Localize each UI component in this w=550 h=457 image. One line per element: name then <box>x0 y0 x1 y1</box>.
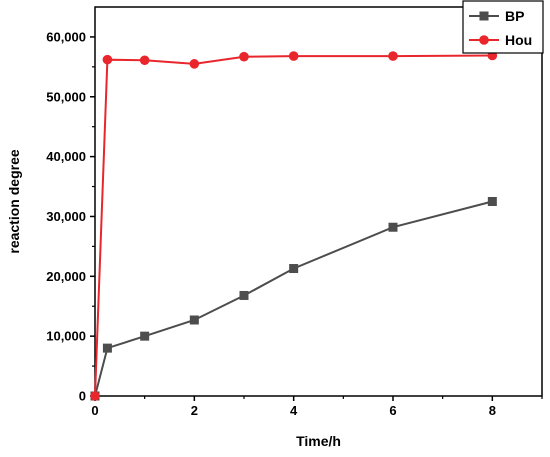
x-tick-label: 0 <box>91 403 98 418</box>
data-point <box>239 51 249 62</box>
data-point <box>189 59 200 69</box>
y-tick-label: 20,000 <box>46 269 86 284</box>
series-line <box>94 200 493 397</box>
series-hou <box>90 50 498 401</box>
x-axis-title: Time/h <box>296 433 341 449</box>
x-tick-label: 2 <box>191 403 198 418</box>
y-axis-ticks: 0 10,000 20,000 30,000 40,000 50,000 60,000 <box>46 29 95 404</box>
data-point <box>289 264 299 274</box>
y-tick-label: 30,000 <box>46 209 86 224</box>
data-point <box>487 197 497 206</box>
data-point <box>90 391 100 401</box>
data-point <box>388 222 398 232</box>
legend-marker <box>479 11 489 21</box>
legend-label: BP <box>505 8 524 24</box>
data-point <box>139 55 150 66</box>
y-tick-label: 40,000 <box>46 149 86 164</box>
series-line <box>94 54 493 397</box>
data-point <box>102 54 113 65</box>
y-tick-label: 50,000 <box>46 89 86 104</box>
data-point <box>239 290 249 300</box>
x-tick-label: 8 <box>489 403 496 418</box>
legend-marker <box>479 35 489 45</box>
legend: BP Hou <box>462 0 544 54</box>
y-tick-label: 60,000 <box>46 29 86 44</box>
data-point <box>140 331 150 341</box>
series-bp <box>90 197 497 401</box>
series-layer <box>90 50 498 401</box>
legend-item: Hou <box>469 32 532 48</box>
y-axis-title: reaction degree <box>6 149 22 253</box>
data-point <box>189 315 199 325</box>
plot-frame <box>94 6 543 397</box>
legend-item: BP <box>469 8 524 24</box>
legend-box <box>462 0 544 54</box>
data-point <box>388 51 398 61</box>
data-point <box>102 343 112 353</box>
x-tick-label: 4 <box>290 403 298 418</box>
y-tick-label: 0 <box>79 389 86 404</box>
y-tick-label: 10,000 <box>46 329 86 344</box>
x-axis-ticks: 0 2 4 6 8 <box>91 396 543 418</box>
data-point <box>288 51 299 61</box>
plot-border <box>94 6 543 397</box>
x-tick-label: 6 <box>389 403 396 418</box>
legend-label: Hou <box>505 32 532 48</box>
